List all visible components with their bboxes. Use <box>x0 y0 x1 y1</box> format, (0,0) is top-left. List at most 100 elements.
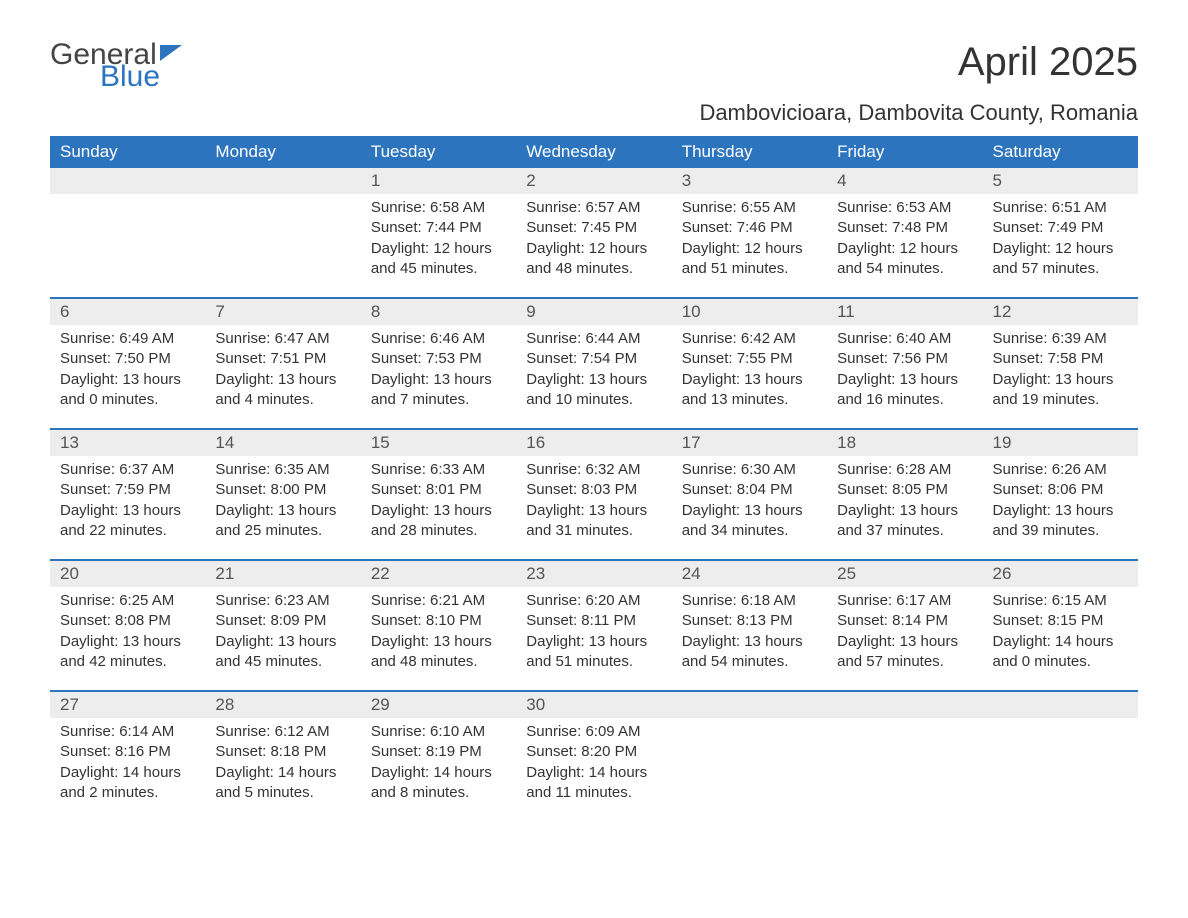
day-number-cell: 11 <box>827 298 982 325</box>
day-content-cell: Sunrise: 6:17 AMSunset: 8:14 PMDaylight:… <box>827 587 982 691</box>
daylight-line: Daylight: 12 hours and 45 minutes. <box>371 239 506 280</box>
day-content-row: Sunrise: 6:25 AMSunset: 8:08 PMDaylight:… <box>50 587 1138 691</box>
sunset-line: Sunset: 8:20 PM <box>526 742 661 762</box>
day-number-cell: 7 <box>205 298 360 325</box>
sunset-line: Sunset: 8:09 PM <box>215 611 350 631</box>
sunset-line: Sunset: 7:50 PM <box>60 349 195 369</box>
sunset-line: Sunset: 8:04 PM <box>682 480 817 500</box>
sunset-line: Sunset: 8:14 PM <box>837 611 972 631</box>
day-number-cell: 14 <box>205 429 360 456</box>
daylight-line: Daylight: 13 hours and 42 minutes. <box>60 632 195 673</box>
day-content-cell: Sunrise: 6:57 AMSunset: 7:45 PMDaylight:… <box>516 194 671 298</box>
day-content-cell <box>672 718 827 821</box>
sunrise-line: Sunrise: 6:42 AM <box>682 329 817 349</box>
daylight-line: Daylight: 12 hours and 54 minutes. <box>837 239 972 280</box>
day-content-cell: Sunrise: 6:39 AMSunset: 7:58 PMDaylight:… <box>983 325 1138 429</box>
day-content-cell <box>205 194 360 298</box>
day-content-cell: Sunrise: 6:18 AMSunset: 8:13 PMDaylight:… <box>672 587 827 691</box>
day-content-cell: Sunrise: 6:42 AMSunset: 7:55 PMDaylight:… <box>672 325 827 429</box>
logo-text-2: Blue <box>100 62 182 92</box>
daylight-line: Daylight: 13 hours and 54 minutes. <box>682 632 817 673</box>
day-number-row: 12345 <box>50 168 1138 194</box>
day-number-cell: 4 <box>827 168 982 194</box>
sunrise-line: Sunrise: 6:46 AM <box>371 329 506 349</box>
day-number-cell: 21 <box>205 560 360 587</box>
sunrise-line: Sunrise: 6:51 AM <box>993 198 1128 218</box>
daylight-line: Daylight: 13 hours and 45 minutes. <box>215 632 350 673</box>
sunset-line: Sunset: 7:44 PM <box>371 218 506 238</box>
sunset-line: Sunset: 8:01 PM <box>371 480 506 500</box>
sunrise-line: Sunrise: 6:26 AM <box>993 460 1128 480</box>
sunrise-line: Sunrise: 6:33 AM <box>371 460 506 480</box>
day-content-cell: Sunrise: 6:32 AMSunset: 8:03 PMDaylight:… <box>516 456 671 560</box>
sunset-line: Sunset: 8:13 PM <box>682 611 817 631</box>
sunrise-line: Sunrise: 6:28 AM <box>837 460 972 480</box>
sunset-line: Sunset: 8:03 PM <box>526 480 661 500</box>
sunset-line: Sunset: 8:18 PM <box>215 742 350 762</box>
sunset-line: Sunset: 7:48 PM <box>837 218 972 238</box>
day-number-cell: 13 <box>50 429 205 456</box>
day-content-cell: Sunrise: 6:40 AMSunset: 7:56 PMDaylight:… <box>827 325 982 429</box>
day-number-cell: 3 <box>672 168 827 194</box>
day-number-row: 20212223242526 <box>50 560 1138 587</box>
day-content-cell <box>50 194 205 298</box>
daylight-line: Daylight: 13 hours and 39 minutes. <box>993 501 1128 542</box>
day-number-cell <box>672 691 827 718</box>
daylight-line: Daylight: 12 hours and 48 minutes. <box>526 239 661 280</box>
sunrise-line: Sunrise: 6:39 AM <box>993 329 1128 349</box>
sunset-line: Sunset: 7:55 PM <box>682 349 817 369</box>
sunrise-line: Sunrise: 6:18 AM <box>682 591 817 611</box>
day-content-cell <box>827 718 982 821</box>
day-number-cell: 19 <box>983 429 1138 456</box>
day-number-cell: 2 <box>516 168 671 194</box>
day-content-cell: Sunrise: 6:44 AMSunset: 7:54 PMDaylight:… <box>516 325 671 429</box>
daylight-line: Daylight: 13 hours and 16 minutes. <box>837 370 972 411</box>
daylight-line: Daylight: 14 hours and 5 minutes. <box>215 763 350 804</box>
sunrise-line: Sunrise: 6:47 AM <box>215 329 350 349</box>
day-content-cell: Sunrise: 6:37 AMSunset: 7:59 PMDaylight:… <box>50 456 205 560</box>
weekday-header: Sunday <box>50 136 205 168</box>
day-number-cell: 5 <box>983 168 1138 194</box>
day-number-cell <box>205 168 360 194</box>
sunset-line: Sunset: 8:06 PM <box>993 480 1128 500</box>
day-number-cell: 22 <box>361 560 516 587</box>
daylight-line: Daylight: 13 hours and 4 minutes. <box>215 370 350 411</box>
daylight-line: Daylight: 14 hours and 2 minutes. <box>60 763 195 804</box>
daylight-line: Daylight: 13 hours and 0 minutes. <box>60 370 195 411</box>
day-number-cell: 29 <box>361 691 516 718</box>
daylight-line: Daylight: 14 hours and 0 minutes. <box>993 632 1128 673</box>
sunrise-line: Sunrise: 6:49 AM <box>60 329 195 349</box>
day-content-cell: Sunrise: 6:46 AMSunset: 7:53 PMDaylight:… <box>361 325 516 429</box>
day-number-cell: 23 <box>516 560 671 587</box>
sunrise-line: Sunrise: 6:09 AM <box>526 722 661 742</box>
day-number-cell <box>50 168 205 194</box>
sunset-line: Sunset: 8:08 PM <box>60 611 195 631</box>
sunset-line: Sunset: 8:05 PM <box>837 480 972 500</box>
day-number-cell: 20 <box>50 560 205 587</box>
day-number-cell: 6 <box>50 298 205 325</box>
day-content-cell: Sunrise: 6:33 AMSunset: 8:01 PMDaylight:… <box>361 456 516 560</box>
sunrise-line: Sunrise: 6:57 AM <box>526 198 661 218</box>
sunset-line: Sunset: 7:59 PM <box>60 480 195 500</box>
sunrise-line: Sunrise: 6:14 AM <box>60 722 195 742</box>
day-content-cell: Sunrise: 6:55 AMSunset: 7:46 PMDaylight:… <box>672 194 827 298</box>
sunset-line: Sunset: 8:19 PM <box>371 742 506 762</box>
daylight-line: Daylight: 12 hours and 57 minutes. <box>993 239 1128 280</box>
calendar-table: SundayMondayTuesdayWednesdayThursdayFrid… <box>50 136 1138 821</box>
day-content-cell: Sunrise: 6:26 AMSunset: 8:06 PMDaylight:… <box>983 456 1138 560</box>
day-content-cell: Sunrise: 6:35 AMSunset: 8:00 PMDaylight:… <box>205 456 360 560</box>
day-content-cell: Sunrise: 6:28 AMSunset: 8:05 PMDaylight:… <box>827 456 982 560</box>
sunrise-line: Sunrise: 6:58 AM <box>371 198 506 218</box>
weekday-header: Tuesday <box>361 136 516 168</box>
weekday-header-row: SundayMondayTuesdayWednesdayThursdayFrid… <box>50 136 1138 168</box>
daylight-line: Daylight: 12 hours and 51 minutes. <box>682 239 817 280</box>
month-title: April 2025 <box>958 40 1138 85</box>
day-content-cell: Sunrise: 6:51 AMSunset: 7:49 PMDaylight:… <box>983 194 1138 298</box>
day-content-row: Sunrise: 6:37 AMSunset: 7:59 PMDaylight:… <box>50 456 1138 560</box>
day-content-cell: Sunrise: 6:25 AMSunset: 8:08 PMDaylight:… <box>50 587 205 691</box>
weekday-header: Wednesday <box>516 136 671 168</box>
day-content-cell: Sunrise: 6:49 AMSunset: 7:50 PMDaylight:… <box>50 325 205 429</box>
sunrise-line: Sunrise: 6:20 AM <box>526 591 661 611</box>
daylight-line: Daylight: 13 hours and 19 minutes. <box>993 370 1128 411</box>
day-content-row: Sunrise: 6:14 AMSunset: 8:16 PMDaylight:… <box>50 718 1138 821</box>
